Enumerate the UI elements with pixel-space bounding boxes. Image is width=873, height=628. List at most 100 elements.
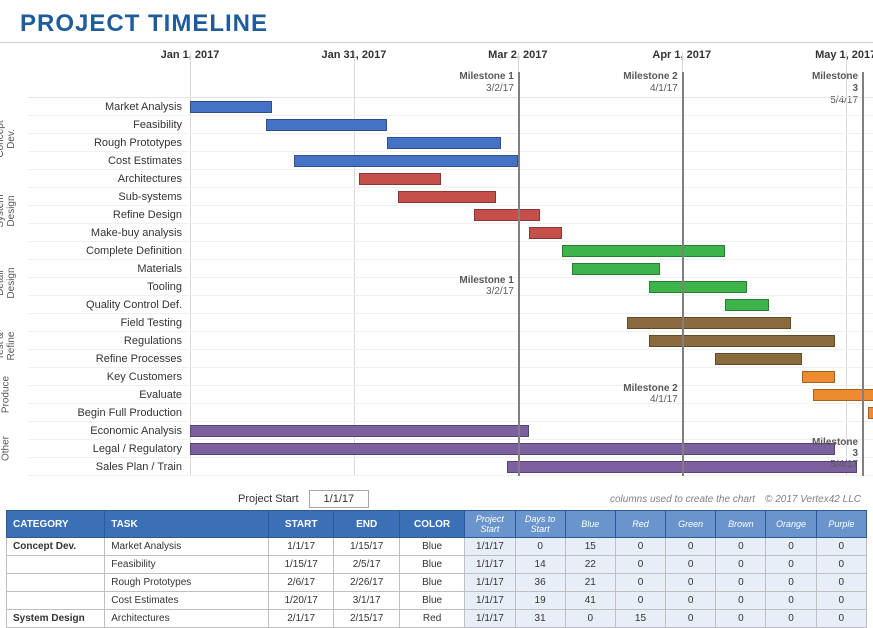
- table-cell: 1/15/17: [334, 538, 399, 556]
- table-cell: Red: [399, 610, 464, 628]
- table-cell: 0: [615, 592, 665, 610]
- table-cell: 0: [716, 592, 766, 610]
- table-cell: 0: [515, 538, 565, 556]
- task-label: Architectures: [28, 170, 190, 187]
- table-cell: 2/5/17: [334, 556, 399, 574]
- gantt-bar: [529, 227, 562, 239]
- table-cell: [7, 592, 105, 610]
- gantt-row: Make-buy analysis: [28, 224, 873, 242]
- table-cell: 0: [816, 556, 866, 574]
- gantt-row: Key Customers: [28, 368, 873, 386]
- table-cell: 19: [515, 592, 565, 610]
- gantt-row: Complete Definition: [28, 242, 873, 260]
- table-cell: 0: [716, 610, 766, 628]
- table-cell: Blue: [399, 556, 464, 574]
- gantt-row: ToolingMilestone 13/2/17: [28, 278, 873, 296]
- table-row: Rough Prototypes2/6/172/26/17Blue1/1/173…: [7, 574, 867, 592]
- table-subheader: Brown: [716, 511, 766, 538]
- gantt-row: Refine Processes: [28, 350, 873, 368]
- table-cell: 1/1/17: [465, 556, 515, 574]
- table-subheader: Blue: [565, 511, 615, 538]
- date-axis: Jan 1, 2017Jan 31, 2017Mar 2, 2017Apr 1,…: [28, 49, 873, 69]
- table-header: CATEGORY: [7, 511, 105, 538]
- table-subheader: Purple: [816, 511, 866, 538]
- table-cell: 0: [666, 574, 716, 592]
- table-cell: Market Analysis: [105, 538, 269, 556]
- gantt-bar: [398, 191, 496, 203]
- gantt-bar: [190, 443, 835, 455]
- table-cell: 0: [816, 592, 866, 610]
- table-cell: 21: [565, 574, 615, 592]
- gantt-row: Sales Plan / Train: [28, 458, 873, 476]
- table-cell: 0: [716, 538, 766, 556]
- table-cell: [7, 556, 105, 574]
- project-start-value: 1/1/17: [309, 490, 370, 508]
- gantt-bar: [266, 119, 386, 131]
- task-label: Economic Analysis: [28, 422, 190, 439]
- gantt-row: Sub-systems: [28, 188, 873, 206]
- table-cell: 0: [766, 556, 816, 574]
- gantt-row: Quality Control Def.: [28, 296, 873, 314]
- task-label: Refine Processes: [28, 350, 190, 367]
- table-cell: 1/1/17: [465, 592, 515, 610]
- task-label: Key Customers: [28, 368, 190, 385]
- group-label: SystemDesign: [0, 181, 17, 241]
- table-cell: 0: [716, 574, 766, 592]
- footer-section: Project Start 1/1/17 columns used to cre…: [0, 490, 873, 628]
- data-table: CATEGORYTASKSTARTENDCOLORProject StartDa…: [6, 510, 867, 628]
- gantt-bar: [715, 353, 802, 365]
- gantt-bar: [813, 389, 873, 401]
- gantt-bar: [507, 461, 857, 473]
- table-cell: [7, 574, 105, 592]
- gantt-bar: [868, 407, 873, 419]
- gantt-bar: [627, 317, 791, 329]
- copyright: © 2017 Vertex42 LLC: [765, 494, 867, 505]
- task-label: Sales Plan / Train: [28, 458, 190, 475]
- task-label: Complete Definition: [28, 242, 190, 259]
- gantt-bar: [294, 155, 518, 167]
- table-cell: 0: [766, 610, 816, 628]
- gantt-rows: ConceptDev.SystemDesignDetailDesignTest …: [28, 97, 873, 476]
- table-row: Concept Dev.Market Analysis1/1/171/15/17…: [7, 538, 867, 556]
- gantt-bar: [359, 173, 441, 185]
- table-cell: 2/1/17: [268, 610, 333, 628]
- table-header: TASK: [105, 511, 269, 538]
- date-tick: Mar 2, 2017: [488, 49, 547, 61]
- table-cell: 0: [615, 556, 665, 574]
- inline-milestone-label: Milestone 13/2/17: [459, 275, 517, 297]
- project-start-label: Project Start: [238, 493, 299, 505]
- task-label: Evaluate: [28, 386, 190, 403]
- gantt-bar: [649, 281, 747, 293]
- table-cell: 14: [515, 556, 565, 574]
- task-label: Feasibility: [28, 116, 190, 133]
- table-cell: 0: [716, 556, 766, 574]
- task-label: Cost Estimates: [28, 152, 190, 169]
- gantt-bar: [802, 371, 835, 383]
- table-subheader: Orange: [766, 511, 816, 538]
- group-label: DetailDesign: [0, 253, 17, 313]
- table-cell: 0: [766, 538, 816, 556]
- gantt-row: Begin Full Production: [28, 404, 873, 422]
- gantt-row: Market Analysis: [28, 98, 873, 116]
- table-cell: Feasibility: [105, 556, 269, 574]
- table-cell: 0: [615, 538, 665, 556]
- task-label: Field Testing: [28, 314, 190, 331]
- table-cell: 3/1/17: [334, 592, 399, 610]
- gantt-bar: [572, 263, 659, 275]
- table-cell: 2/6/17: [268, 574, 333, 592]
- table-cell: Cost Estimates: [105, 592, 269, 610]
- task-label: Sub-systems: [28, 188, 190, 205]
- table-row: Feasibility1/15/172/5/17Blue1/1/17142200…: [7, 556, 867, 574]
- date-tick: Apr 1, 2017: [652, 49, 711, 61]
- milestones-header: Milestone 13/2/17Milestone 24/1/17Milest…: [190, 69, 873, 97]
- gantt-row: Materials: [28, 260, 873, 278]
- gantt-row: Legal / RegulatoryMilestone 35/4/17: [28, 440, 873, 458]
- table-row: Cost Estimates1/20/173/1/17Blue1/1/17194…: [7, 592, 867, 610]
- table-header: COLOR: [399, 511, 464, 538]
- table-cell: 41: [565, 592, 615, 610]
- table-cell: 0: [565, 610, 615, 628]
- table-cell: 1/1/17: [465, 574, 515, 592]
- table-cell: 0: [816, 574, 866, 592]
- table-cell: 2/26/17: [334, 574, 399, 592]
- date-tick: May 1, 2017: [815, 49, 873, 61]
